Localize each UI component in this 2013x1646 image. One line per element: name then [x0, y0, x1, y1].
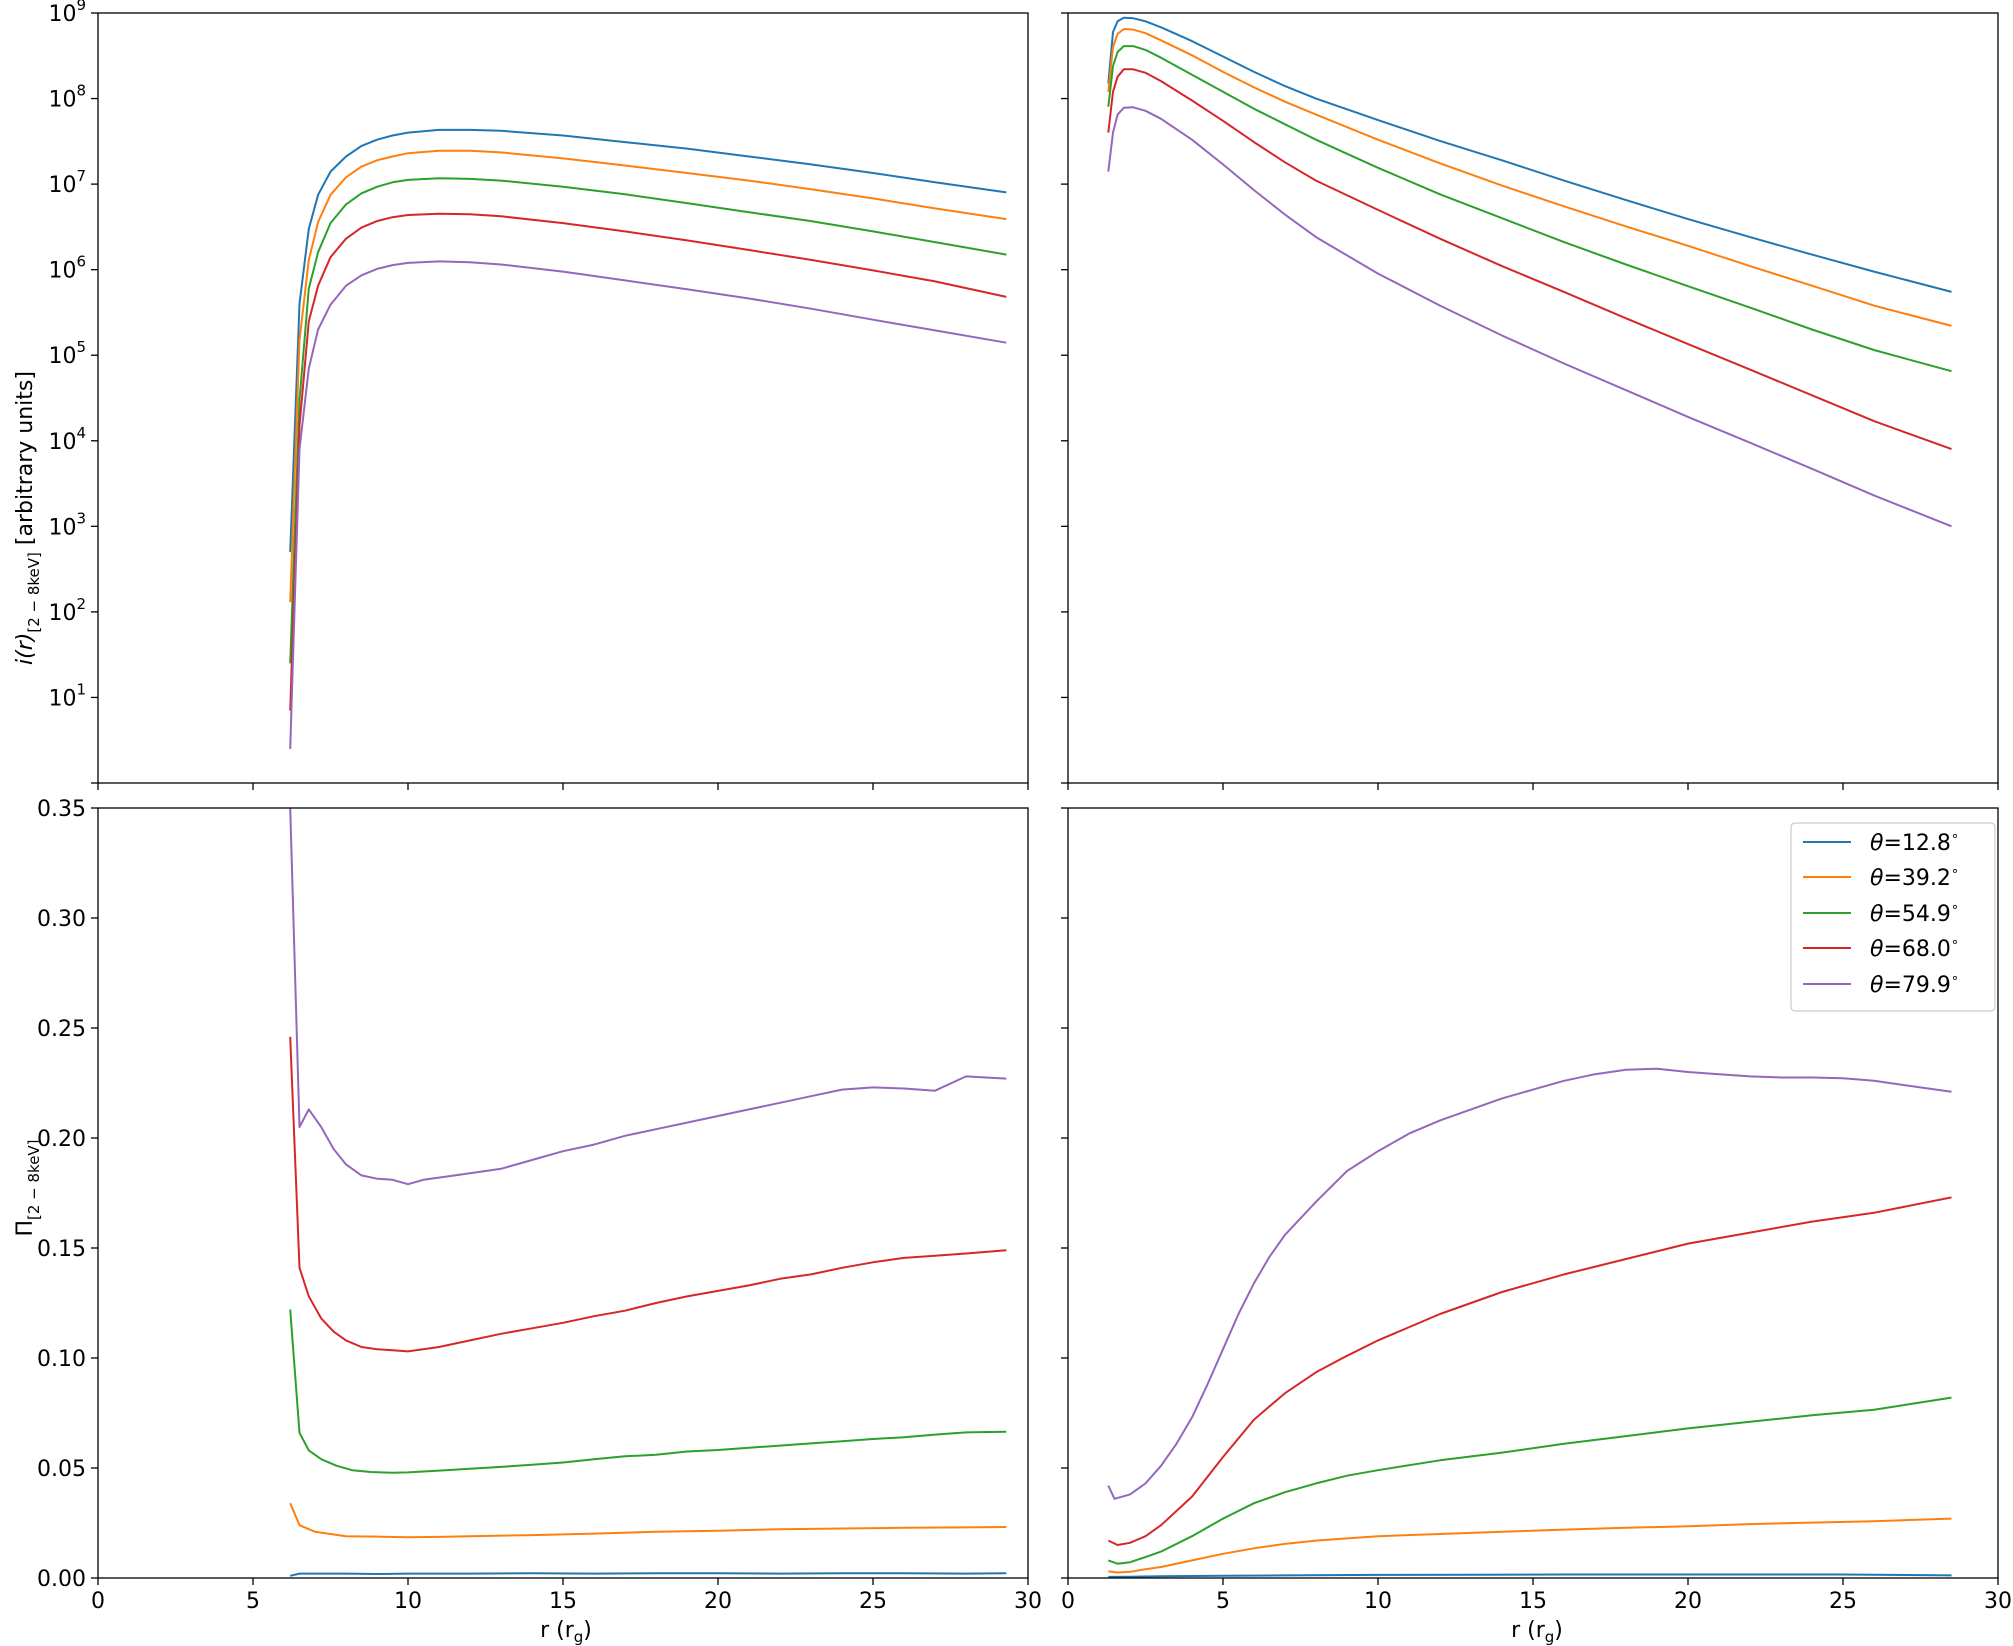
x-tick-label: 5 — [246, 1589, 260, 1614]
y-tick-label: 0.35 — [37, 797, 86, 822]
series-line-3 — [1107, 1396, 1952, 1565]
series-line-4 — [289, 1036, 1007, 1353]
series-line-3 — [1107, 45, 1952, 373]
x-tick-label: 25 — [859, 1589, 887, 1614]
x-tick-label: 0 — [91, 1589, 105, 1614]
x-tick-label: 15 — [549, 1589, 577, 1614]
x-tick-label: 10 — [394, 1589, 422, 1614]
y-tick-label: 0.20 — [37, 1127, 86, 1152]
series-line-5 — [289, 260, 1007, 750]
series-line-5 — [289, 807, 1007, 1186]
series-line-3 — [289, 177, 1007, 664]
panel-polarization-left: 0 5 10 15 20 25 30 0.00 0.05 0.10 0.15 0.20 0.25 0.30… — [37, 797, 1042, 1614]
y-tick-label: 107 — [48, 167, 86, 198]
xlabel-right: r (rg) — [1511, 1618, 1563, 1646]
xlabel-left: r (rg) — [540, 1618, 592, 1646]
series-line-1 — [289, 128, 1007, 553]
series-line-4 — [289, 212, 1007, 711]
series-line-2 — [289, 1502, 1007, 1539]
x-tick-label: 20 — [1674, 1589, 1702, 1614]
series-line-2 — [1108, 1517, 1952, 1574]
x-tick-label: 0 — [1061, 1589, 1075, 1614]
legend-label: θ=54.9∘ — [1870, 900, 1959, 927]
series-line-3 — [289, 1309, 1007, 1474]
x-tick-label: 15 — [1519, 1589, 1547, 1614]
legend-frame — [1790, 822, 1996, 1012]
legend-label: θ=79.9∘ — [1870, 971, 1959, 998]
legend-label: θ=12.8∘ — [1870, 829, 1959, 856]
legend-entry: θ=12.8∘ — [1803, 829, 1959, 856]
y-tick-label: 103 — [48, 509, 86, 540]
series-line-5 — [1107, 1067, 1952, 1500]
legend-entry: θ=39.2∘ — [1803, 864, 1959, 891]
ylabel-intensity: i(r)[2 − 8keV] [arbitrary units] — [13, 371, 43, 665]
y-tick-label: 108 — [48, 82, 86, 113]
y-tick-label: 104 — [48, 424, 86, 455]
y-tick-label: 105 — [48, 338, 86, 369]
y-tick-label: 0.15 — [37, 1237, 86, 1262]
series-line-2 — [1107, 28, 1952, 327]
series-line-1 — [1108, 1573, 1952, 1578]
y-tick-label: 106 — [48, 253, 86, 284]
y-tick-label: 0.00 — [37, 1567, 86, 1592]
y-tick-label: 0.30 — [37, 907, 86, 932]
x-tick-label: 25 — [1829, 1589, 1857, 1614]
series-line-2 — [289, 149, 1007, 603]
panel-intensity-left: 101 102 103 104 105 106 107 108 109 — [48, 0, 1029, 790]
x-tick-label: 30 — [1984, 1589, 2012, 1614]
x-tick-label: 10 — [1364, 1589, 1392, 1614]
series-line-4 — [1107, 1196, 1952, 1546]
series-line-1 — [289, 1572, 1007, 1577]
series-line-1 — [1107, 16, 1952, 293]
x-tick-label: 30 — [1014, 1589, 1042, 1614]
y-tick-label: 109 — [48, 0, 86, 27]
legend: θ=12.8∘ θ=39.2∘ θ=54.9∘ θ=68.0∘ θ=79.9∘ — [1790, 822, 1996, 1012]
legend-label: θ=39.2∘ — [1870, 864, 1959, 891]
series-line-5 — [1107, 106, 1952, 528]
legend-label: θ=68.0∘ — [1870, 935, 1959, 962]
legend-entry: θ=54.9∘ — [1803, 900, 1959, 927]
y-tick-label: 0.25 — [37, 1017, 86, 1042]
y-tick-label: 0.10 — [37, 1347, 86, 1372]
panel-polarization-right: 0 5 10 15 20 25 30 — [1061, 807, 2012, 1614]
y-tick-label: 101 — [48, 680, 86, 711]
panel-intensity-right — [1061, 12, 1999, 790]
ylabel-polarization: Π[2 − 8keV] — [13, 1139, 43, 1236]
x-tick-label: 20 — [704, 1589, 732, 1614]
legend-entry: θ=79.9∘ — [1803, 971, 1959, 998]
legend-entry: θ=68.0∘ — [1803, 935, 1959, 962]
y-tick-label: 0.05 — [37, 1457, 86, 1482]
y-tick-label: 102 — [48, 595, 86, 626]
series-line-4 — [1107, 68, 1952, 451]
x-tick-label: 5 — [1216, 1589, 1230, 1614]
